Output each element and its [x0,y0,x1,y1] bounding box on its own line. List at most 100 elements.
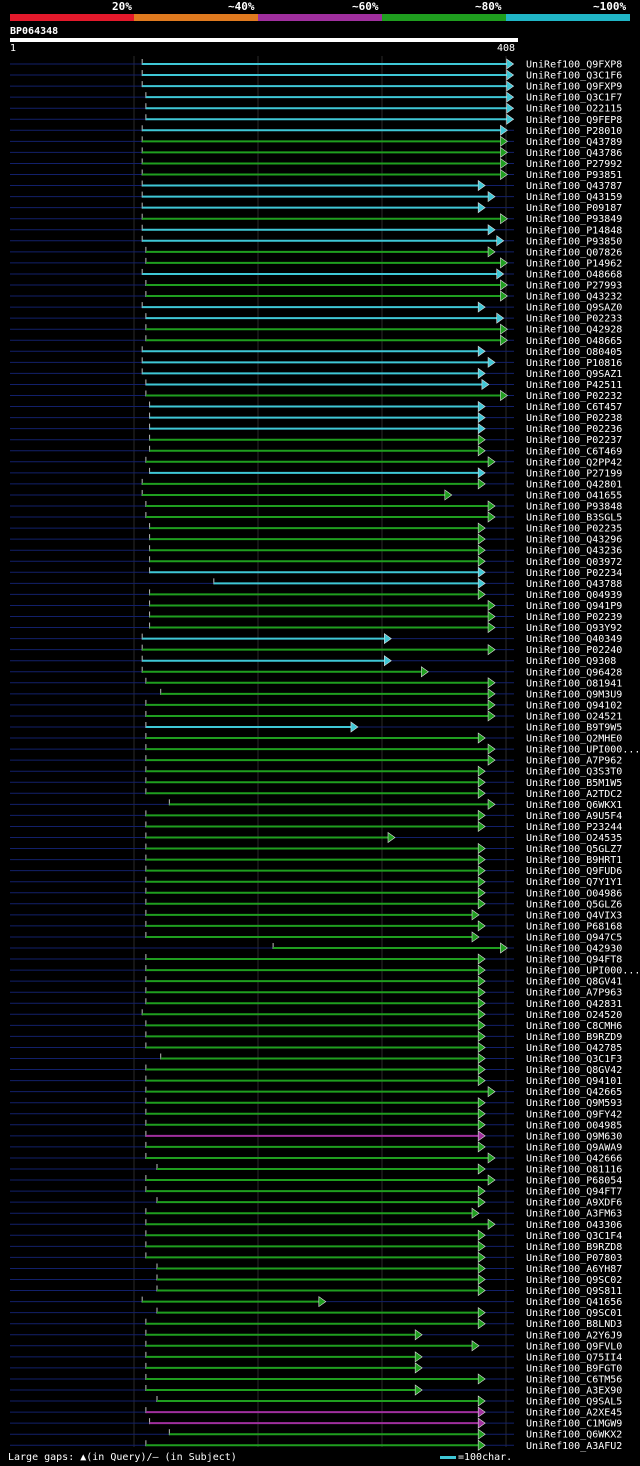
hit-label[interactable]: UniRef100_Q94101 [526,1076,622,1087]
hit-label[interactable]: UniRef100_Q96428 [526,667,622,678]
hit-label[interactable]: UniRef100_Q9308 [526,656,616,667]
hit-row[interactable]: UniRef100_A7P962 [10,754,622,767]
hit-row[interactable]: UniRef100_Q9FEP8 [10,113,622,126]
hit-label[interactable]: UniRef100_P02238 [526,413,622,424]
hit-label[interactable]: UniRef100_A9U5F4 [526,811,622,822]
hit-row[interactable]: UniRef100_Q9AWA9 [10,1141,622,1154]
hit-row[interactable]: UniRef100_Q6WKX2 [10,1428,622,1441]
hit-row[interactable]: UniRef100_P14848 [10,224,622,237]
hit-label[interactable]: UniRef100_P02236 [526,424,622,435]
hit-row[interactable]: UniRef100_Q42801 [10,478,622,491]
hit-label[interactable]: UniRef100_Q5GLZ7 [526,844,622,855]
hit-label[interactable]: UniRef100_Q93Y92 [526,623,622,634]
hit-label[interactable]: UniRef100_O22115 [526,104,622,115]
hit-row[interactable]: UniRef100_P02240 [10,644,622,657]
hit-label[interactable]: UniRef100_Q75II4 [526,1352,622,1363]
hit-row[interactable]: UniRef100_O81941 [10,677,622,690]
hit-row[interactable]: UniRef100_Q2MHE0 [10,732,622,745]
hit-label[interactable]: UniRef100_Q41656 [526,1297,622,1308]
hit-row[interactable]: UniRef100_C1MGW9 [10,1417,622,1430]
hit-row[interactable]: UniRef100_A9XDF6 [10,1196,622,1209]
hit-label[interactable]: UniRef100_B8LND3 [526,1319,622,1330]
hit-row[interactable]: UniRef100_Q42666 [10,1152,622,1165]
hit-label[interactable]: UniRef100_Q42801 [526,479,622,490]
hit-label[interactable]: UniRef100_B9T9W5 [526,723,622,734]
hit-row[interactable]: UniRef100_Q43232 [10,290,622,303]
hit-label[interactable]: UniRef100_UPI000... [526,745,640,756]
hit-row[interactable]: UniRef100_Q9M3U9 [10,688,622,701]
hit-row[interactable]: UniRef100_Q9FUD6 [10,865,622,878]
hit-label[interactable]: UniRef100_O81941 [526,678,622,689]
hit-row[interactable]: UniRef100_P93848 [10,500,622,513]
hit-label[interactable]: UniRef100_Q07826 [526,247,622,258]
hit-row[interactable]: UniRef100_O22115 [10,102,622,115]
hit-label[interactable]: UniRef100_Q40349 [526,634,622,645]
hit-row[interactable]: UniRef100_UPI000... [10,964,640,977]
hit-row[interactable]: UniRef100_Q9308 [10,655,616,668]
hit-label[interactable]: UniRef100_O81116 [526,1165,622,1176]
hit-row[interactable]: UniRef100_O80405 [10,345,622,358]
hit-label[interactable]: UniRef100_Q9SAZ0 [526,303,622,314]
hit-label[interactable]: UniRef100_P02232 [526,391,622,402]
hit-label[interactable]: UniRef100_O48665 [526,336,622,347]
hit-row[interactable]: UniRef100_P02239 [10,610,622,624]
hit-label[interactable]: UniRef100_Q03972 [526,557,622,568]
hit-label[interactable]: UniRef100_Q9SAZ1 [526,369,622,380]
hit-row[interactable]: UniRef100_Q9SAZ0 [10,301,622,314]
hit-row[interactable]: UniRef100_P02235 [10,522,622,535]
hit-label[interactable]: UniRef100_Q43786 [526,148,622,159]
hit-label[interactable]: UniRef100_P68054 [526,1176,622,1187]
hit-row[interactable]: UniRef100_C6TM56 [10,1373,622,1386]
hit-label[interactable]: UniRef100_Q3C1F7 [526,93,622,104]
hit-label[interactable]: UniRef100_Q43787 [526,181,622,192]
hit-row[interactable]: UniRef100_O24520 [10,1008,622,1021]
hit-label[interactable]: UniRef100_P02237 [526,435,622,446]
hit-row[interactable]: UniRef100_P27993 [10,279,622,292]
hit-label[interactable]: UniRef100_O43306 [526,1220,622,1231]
hit-row[interactable]: UniRef100_Q8GV42 [10,1063,622,1077]
hit-label[interactable]: UniRef100_A2Y6J9 [526,1330,622,1341]
hit-label[interactable]: UniRef100_Q941P9 [526,601,622,612]
hit-row[interactable]: UniRef100_Q04939 [10,588,622,601]
hit-row[interactable]: UniRef100_P68054 [10,1174,622,1187]
hit-row[interactable]: UniRef100_Q42928 [10,323,622,336]
hit-label[interactable]: UniRef100_Q9FY42 [526,1109,622,1120]
hit-row[interactable]: UniRef100_Q9S811 [10,1284,622,1298]
hit-row[interactable]: UniRef100_Q9M593 [10,1097,622,1110]
hit-row[interactable]: UniRef100_P07803 [10,1251,622,1264]
hit-label[interactable]: UniRef100_Q9M3U9 [526,689,622,700]
hit-label[interactable]: UniRef100_Q947C5 [526,932,622,943]
hit-label[interactable]: UniRef100_P93849 [526,214,622,225]
hit-row[interactable]: UniRef100_C6T469 [10,445,622,458]
hit-row[interactable]: UniRef100_Q9SAZ1 [10,367,622,380]
hit-row[interactable]: UniRef100_B9T9W5 [10,721,622,734]
hit-row[interactable]: UniRef100_B3SGL5 [10,511,622,524]
hit-row[interactable]: UniRef100_A3AFU2 [10,1439,622,1452]
hit-row[interactable]: UniRef100_A6YH87 [10,1262,622,1275]
hit-row[interactable]: UniRef100_Q42785 [10,1041,622,1054]
hit-row[interactable]: UniRef100_Q43787 [10,179,622,193]
hit-label[interactable]: UniRef100_Q94FT7 [526,1187,622,1198]
hit-row[interactable]: UniRef100_Q75II4 [10,1351,622,1364]
hit-label[interactable]: UniRef100_Q8GV41 [526,977,622,988]
hit-label[interactable]: UniRef100_Q5GLZ6 [526,899,622,910]
hit-label[interactable]: UniRef100_P02239 [526,612,622,623]
hit-label[interactable]: UniRef100_B3SGL5 [526,513,622,524]
hit-row[interactable]: UniRef100_Q94102 [10,699,622,712]
hit-label[interactable]: UniRef100_Q9SC02 [526,1275,622,1286]
hit-label[interactable]: UniRef100_A3AFU2 [526,1441,622,1452]
hit-row[interactable]: UniRef100_P27199 [10,467,622,480]
hit-label[interactable]: UniRef100_Q7Y1Y1 [526,877,622,888]
hit-label[interactable]: UniRef100_Q6WKX2 [526,1430,622,1441]
hit-row[interactable]: UniRef100_Q9SAL5 [10,1395,622,1408]
hit-row[interactable]: UniRef100_O81116 [10,1163,622,1176]
hit-label[interactable]: UniRef100_Q4VIX3 [526,910,622,921]
hit-row[interactable]: UniRef100_O04985 [10,1119,622,1132]
hit-label[interactable]: UniRef100_P42511 [526,380,622,391]
hit-row[interactable]: UniRef100_P02237 [10,434,622,447]
hit-label[interactable]: UniRef100_C6T457 [526,402,622,413]
hit-label[interactable]: UniRef100_P93848 [526,502,622,513]
hit-label[interactable]: UniRef100_O48668 [526,269,622,280]
hit-label[interactable]: UniRef100_Q9FUD6 [526,866,622,877]
hit-label[interactable]: UniRef100_C1MGW9 [526,1419,622,1430]
